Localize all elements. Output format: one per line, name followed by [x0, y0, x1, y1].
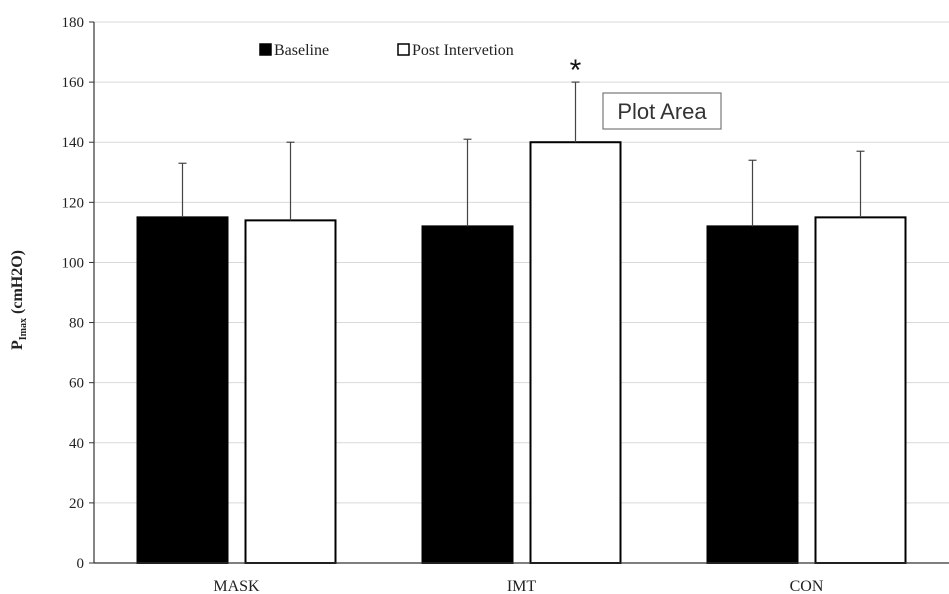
gridlines: [94, 21, 949, 504]
bars: [136, 81, 907, 564]
x-tick-label: IMT: [507, 578, 537, 594]
y-axis-label: PImax (cmH2O): [9, 250, 29, 350]
bar-post-intervetion-imt: [529, 141, 622, 564]
y-tick-label: 0: [77, 556, 85, 572]
annotations: *: [570, 54, 582, 87]
x-tick-label: CON: [790, 578, 824, 594]
bar-post-intervetion-con: [814, 216, 907, 564]
plot-area-tooltip: Plot Area: [602, 92, 722, 130]
y-tick-label: 180: [62, 15, 85, 31]
y-tick-label: 60: [69, 376, 84, 392]
y-tick-label: 80: [69, 316, 84, 332]
legend-label: Baseline: [274, 42, 329, 59]
legend-label: Post Intervetion: [412, 42, 514, 59]
significance-marker: *: [570, 54, 582, 87]
bar-baseline-con: [706, 225, 799, 564]
x-tick-label: MASK: [213, 578, 260, 594]
legend-swatch: [397, 43, 410, 56]
legend-swatch: [259, 43, 272, 56]
y-tick-label: 120: [62, 195, 85, 211]
legend: Baseline Post Intervetion: [259, 42, 514, 59]
y-tick-label: 20: [69, 496, 84, 512]
x-axis: MASK IMT CON: [94, 562, 949, 594]
y-tick-label: 100: [62, 255, 85, 271]
y-tick-label: 140: [62, 135, 85, 151]
bar-baseline-imt: [421, 225, 514, 564]
bar-post-intervetion-mask: [244, 219, 337, 564]
bar-baseline-mask: [136, 216, 229, 564]
plot-area-tooltip-text: Plot Area: [617, 99, 707, 124]
y-axis: 0 20 40 60 80 100 120 140 160 180: [62, 15, 95, 572]
y-tick-label: 160: [62, 75, 85, 91]
y-tick-label: 40: [69, 436, 84, 452]
